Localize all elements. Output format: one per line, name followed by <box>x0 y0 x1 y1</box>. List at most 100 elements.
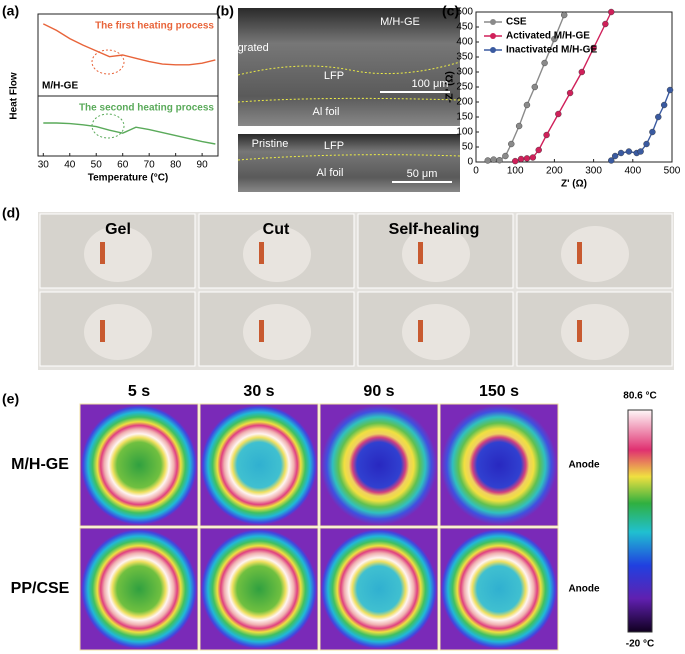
data-point <box>517 155 525 163</box>
x-tick-label: 100 <box>507 166 524 177</box>
data-point <box>508 140 515 148</box>
x-tick-label: 60 <box>117 160 129 171</box>
thermal-spot <box>201 405 317 525</box>
x-tick-label: 500 <box>664 166 681 177</box>
thermal-spot <box>441 529 557 649</box>
sem-label: Al foil <box>317 167 344 179</box>
scale-min: -20 °C <box>626 639 654 650</box>
gel-film <box>402 226 470 282</box>
photo-label: Gel <box>105 221 131 238</box>
data-point <box>666 86 674 94</box>
x-tick-label: 40 <box>64 160 76 171</box>
data-point <box>490 156 497 163</box>
gel-strip <box>418 242 423 264</box>
y-tick-label: 300 <box>456 67 473 78</box>
data-point <box>561 11 568 19</box>
side-label: Anode <box>568 460 600 471</box>
sem-label: LFP <box>324 140 344 152</box>
time-label: 5 s <box>128 383 150 400</box>
data-point <box>555 110 562 118</box>
y-axis-label: Heat Flow <box>9 72 20 119</box>
gel-strip <box>259 242 264 264</box>
legend-label: CSE <box>506 17 527 28</box>
row-label: M/H-GE <box>11 456 69 473</box>
gel-film <box>84 304 152 360</box>
gel-film <box>243 304 311 360</box>
legend-marker <box>490 19 496 25</box>
gel-strip <box>418 320 423 342</box>
series-line <box>43 122 216 145</box>
data-point <box>512 157 519 165</box>
colorbar <box>627 409 653 633</box>
data-point <box>541 59 548 67</box>
x-tick-label: 0 <box>473 166 479 177</box>
data-point <box>655 113 662 121</box>
data-point <box>523 101 531 109</box>
data-point <box>496 156 503 164</box>
time-label: 30 s <box>243 383 274 400</box>
series-line <box>42 23 216 66</box>
y-axis-label: -Z'' (Ω) <box>445 71 456 103</box>
data-point <box>535 146 542 154</box>
series-label: The first heating process <box>95 21 214 32</box>
sem-label: 50 μm <box>407 168 438 180</box>
y-tick-label: 500 <box>456 7 473 18</box>
data-point <box>529 154 537 161</box>
panel-label: (e) <box>2 391 19 407</box>
boundary <box>237 154 461 161</box>
data-point <box>602 20 609 28</box>
x-tick-label: 70 <box>144 160 156 171</box>
panel-label: (b) <box>216 3 234 19</box>
legend-label: Activated M/H-GE <box>506 31 590 42</box>
data-point <box>515 122 523 130</box>
side-label: Anode <box>568 584 600 595</box>
scale-max: 80.6 °C <box>623 391 656 402</box>
x-axis-label: Z' (Ω) <box>561 179 587 190</box>
data-point <box>660 101 668 109</box>
sem-label: M/H-GE <box>380 16 420 28</box>
thermal-spot <box>321 405 437 525</box>
data-point <box>551 35 558 43</box>
data-point <box>523 155 531 162</box>
gel-strip <box>100 320 105 342</box>
x-tick-label: 30 <box>38 160 50 171</box>
sem-label: Pristine <box>252 138 289 150</box>
panel-label: (a) <box>2 3 19 19</box>
panel-label: (d) <box>2 205 20 221</box>
data-point <box>608 8 615 16</box>
data-point <box>531 83 538 91</box>
data-point <box>625 148 633 155</box>
x-tick-label: 300 <box>585 166 602 177</box>
x-tick-label: 200 <box>546 166 563 177</box>
data-point <box>590 44 597 52</box>
photo-label: Cut <box>263 221 290 238</box>
y-tick-label: 250 <box>456 82 473 93</box>
data-point <box>566 89 574 97</box>
y-tick-label: 50 <box>462 142 474 153</box>
x-tick-label: 80 <box>170 160 182 171</box>
annotation: M/H-GE <box>42 81 78 92</box>
data-point <box>637 148 644 155</box>
row-label: PP/CSE <box>11 580 70 597</box>
thermal-spot <box>81 405 197 525</box>
data-point <box>643 140 650 148</box>
sem-label: 100 μm <box>412 78 449 90</box>
gel-film <box>561 304 629 360</box>
data-point <box>543 131 550 139</box>
y-tick-label: 450 <box>456 22 473 33</box>
time-label: 90 s <box>363 383 394 400</box>
data-point <box>611 152 619 160</box>
y-tick-label: 0 <box>467 157 473 168</box>
data-point <box>578 68 586 76</box>
y-tick-label: 350 <box>456 52 473 63</box>
highlight <box>91 49 125 75</box>
thermal-spot <box>321 529 437 649</box>
y-tick-label: 200 <box>456 97 473 108</box>
gel-film <box>243 226 311 282</box>
legend-marker <box>490 33 496 39</box>
boundary <box>237 61 461 76</box>
panel-label: (c) <box>442 3 459 19</box>
y-tick-label: 400 <box>456 37 473 48</box>
gel-strip <box>577 320 582 342</box>
